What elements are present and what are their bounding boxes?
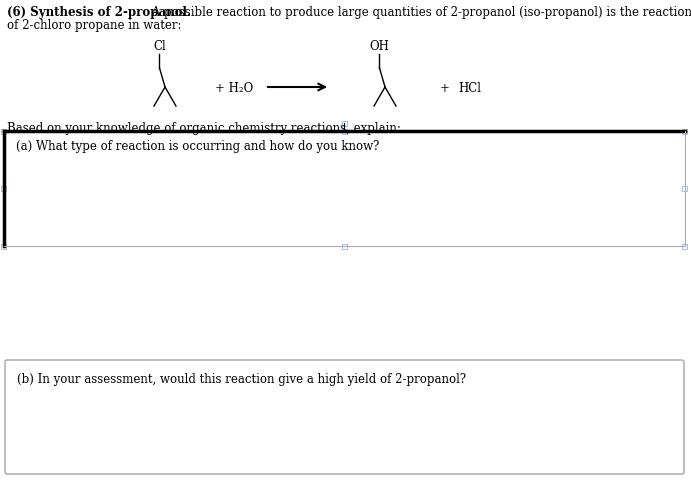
Bar [342,121,347,126]
Text: + H₂O: + H₂O [215,81,253,94]
FancyBboxPatch shape [5,360,684,474]
Bar [683,129,688,134]
Text: (b) In your assessment, would this reaction give a high yield of 2-propanol?: (b) In your assessment, would this react… [17,372,466,385]
Bar [683,244,688,249]
Bar [683,187,688,192]
Text: HCl: HCl [458,81,481,94]
Text: of 2-chloro propane in water:: of 2-chloro propane in water: [7,19,182,32]
Text: OH: OH [370,40,390,53]
Text: A possible reaction to produce large quantities of 2-propanol (iso-propanol) is : A possible reaction to produce large qua… [148,6,691,19]
Text: (6) Synthesis of 2-propanol.: (6) Synthesis of 2-propanol. [7,6,191,19]
Text: (a) What type of reaction is occurring and how do you know?: (a) What type of reaction is occurring a… [16,140,379,153]
Text: +: + [440,81,450,94]
Bar [1,187,6,192]
Bar [1,129,6,134]
Text: Cl: Cl [153,40,166,53]
Bar [1,244,6,249]
Text: Based on your knowledge of organic chemistry reactions, explain:: Based on your knowledge of organic chemi… [7,122,401,135]
Bar [342,244,347,249]
Bar [342,129,347,134]
